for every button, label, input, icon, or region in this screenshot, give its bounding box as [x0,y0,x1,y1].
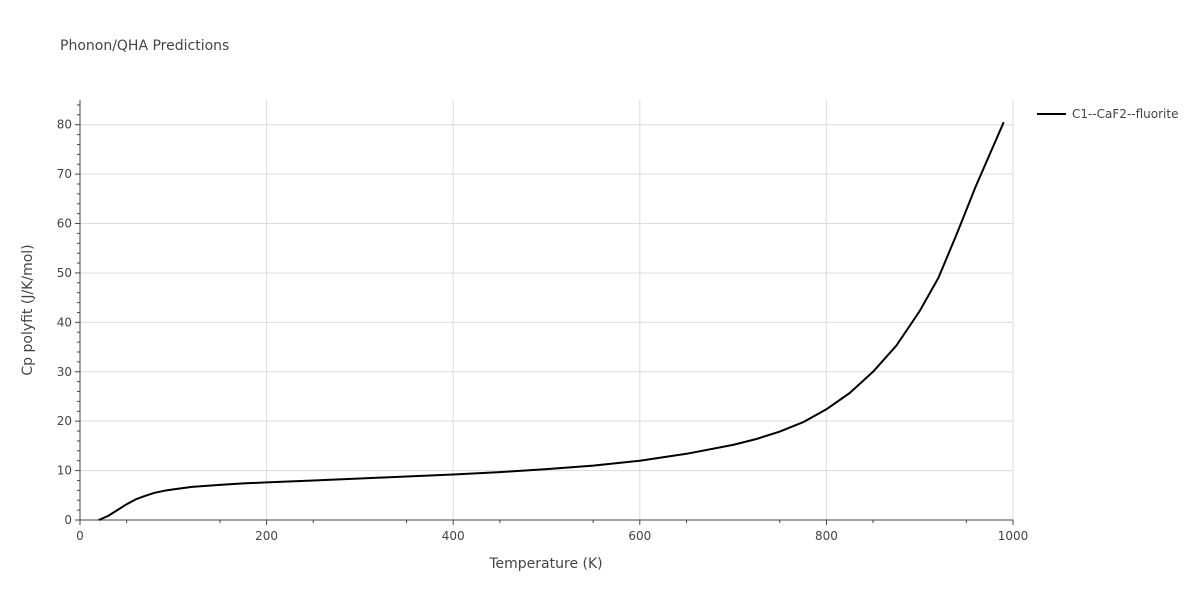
x-ticks: 0 200 400 600 800 1000 [76,520,1028,543]
y-tick-label: 0 [64,513,72,527]
x-tick-label: 800 [815,529,838,543]
x-tick-label: 200 [255,529,278,543]
x-tick-label: 0 [76,529,84,543]
y-tick-label: 10 [57,464,72,478]
x-axis-title: Temperature (K) [488,556,602,572]
grid [80,100,1014,520]
y-tick-label: 70 [57,167,72,181]
axes [79,100,1013,521]
y-tick-label: 40 [57,315,72,329]
y-tick-label: 20 [57,414,72,428]
y-tick-label: 60 [57,217,72,231]
series-layer [98,121,1005,521]
series-line[interactable] [98,121,1005,521]
x-tick-label: 1000 [998,529,1029,543]
y-tick-label: 30 [57,365,72,379]
legend[interactable]: C1--CaF2--fluorite [1037,107,1178,121]
y-axis-title: Cp polyfit (J/K/mol) [20,244,36,375]
chart-title: Phonon/QHA Predictions [60,38,229,54]
y-tick-label: 50 [57,266,72,280]
legend-item-label: C1--CaF2--fluorite [1072,107,1178,121]
x-tick-label: 400 [442,529,465,543]
y-ticks: 0 10 20 30 40 50 60 70 80 [57,104,80,527]
x-tick-label: 600 [628,529,651,543]
y-tick-label: 80 [57,118,72,132]
